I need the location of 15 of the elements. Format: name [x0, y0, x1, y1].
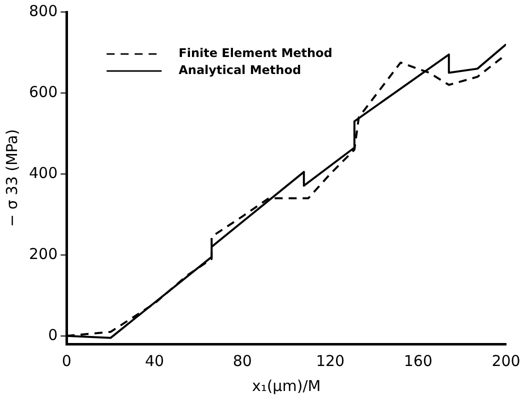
y-tick-label: 800: [28, 2, 58, 20]
x-tick-label: 40: [144, 352, 164, 370]
x-axis-title: x₁(μm)/M: [252, 376, 321, 395]
x-tick-label: 160: [404, 352, 432, 370]
x-tick-label: 200: [492, 352, 520, 370]
legend-label: Finite Element Method: [178, 46, 332, 60]
y-tick-label: 200: [28, 244, 58, 263]
y-axis-title: − σ 33 (MPa): [2, 129, 21, 227]
x-tick-label: 0: [62, 352, 72, 370]
legend-label: Analytical Method: [178, 63, 302, 78]
y-tick-label: 0: [48, 326, 58, 344]
x-tick-label: 120: [316, 352, 345, 370]
y-tick-label: 400: [28, 164, 58, 182]
x-tick-label: 80: [232, 352, 252, 370]
y-tick-label: 600: [28, 82, 58, 101]
